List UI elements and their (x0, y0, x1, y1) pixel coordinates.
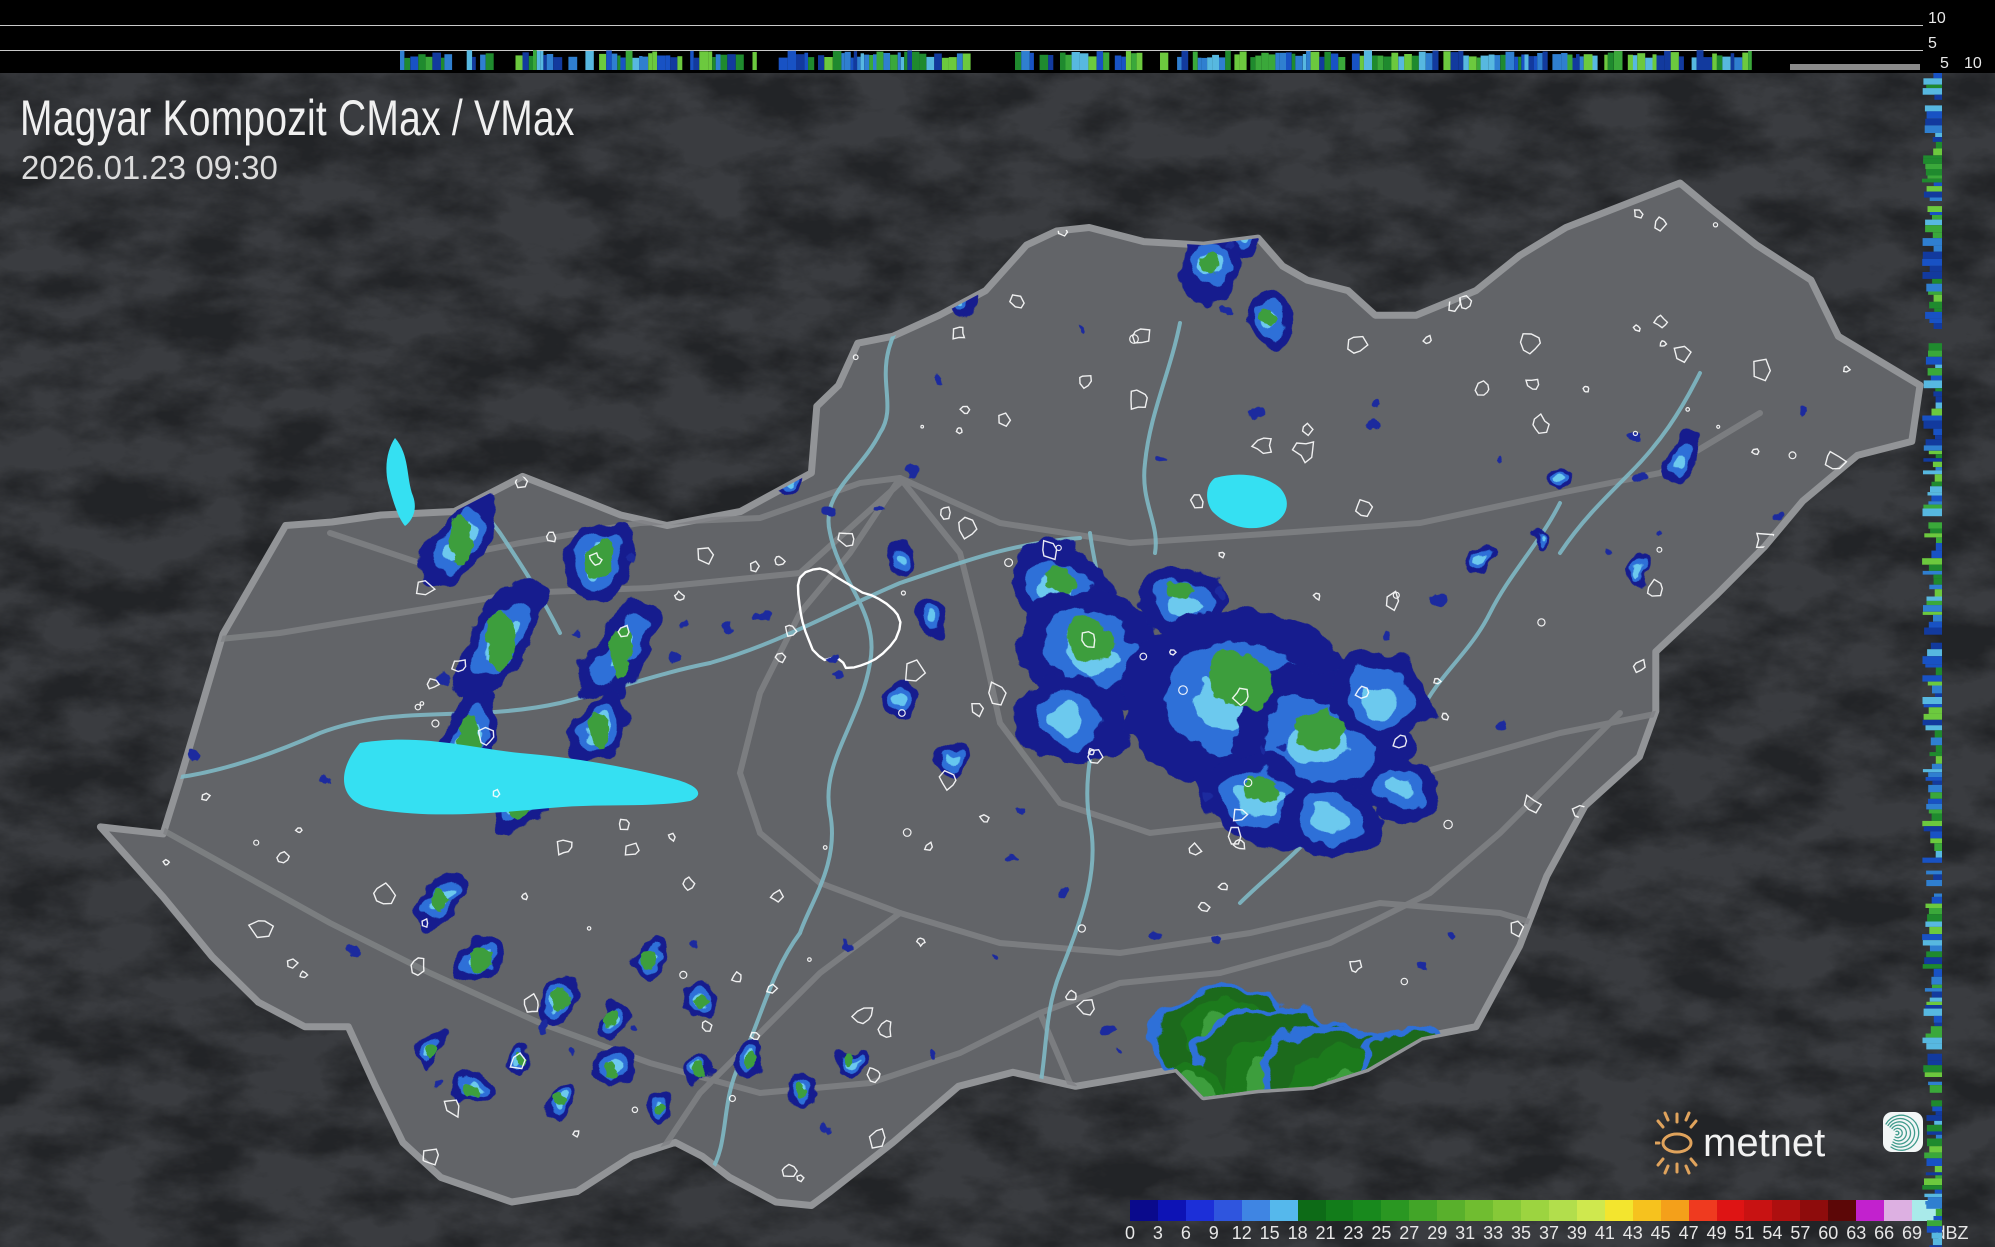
svg-text:metnet: metnet (1703, 1121, 1825, 1165)
